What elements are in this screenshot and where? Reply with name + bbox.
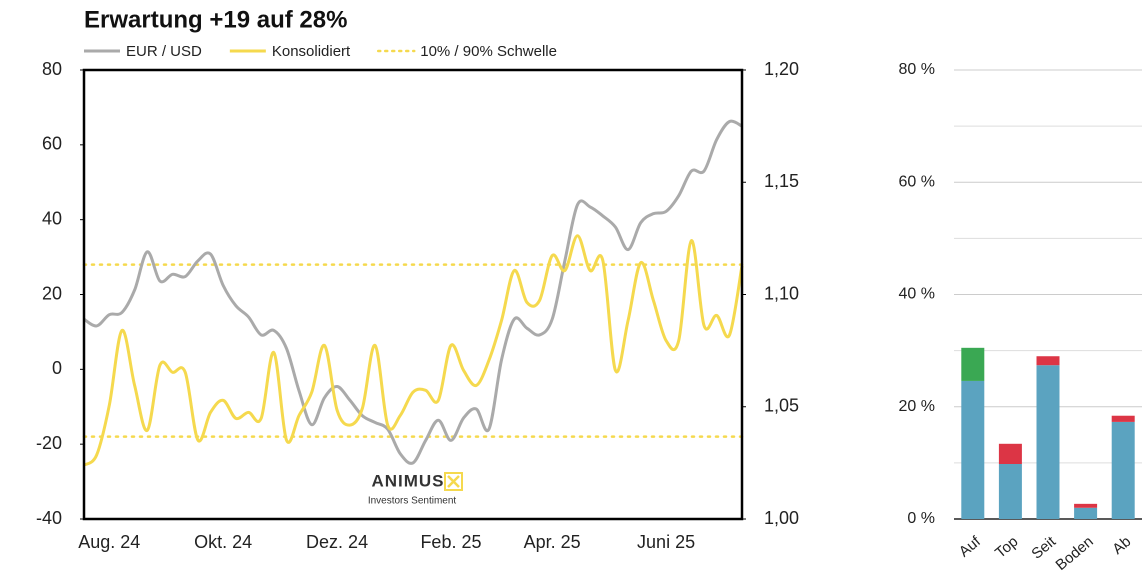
y-tick-label: -20 (36, 433, 62, 453)
bar-segment (1111, 421, 1135, 519)
x-tick-label: Feb. 25 (420, 532, 481, 552)
logo-name: ANIMUS (371, 471, 444, 490)
y-tick-label: 80 (42, 59, 62, 79)
x-tick-label: Okt. 24 (194, 532, 252, 552)
legend-label: Konsolidiert (272, 43, 351, 60)
logo-icon-x (447, 475, 460, 488)
bar-segment (961, 380, 985, 519)
bar-segment (1111, 415, 1135, 422)
x-tick-label: Apr. 25 (524, 532, 581, 552)
y-tick-label: 20 % (899, 398, 935, 415)
bar-segment (998, 463, 1022, 519)
x-tick-label: Top (992, 533, 1021, 562)
x-tick-label: Auf (956, 533, 985, 561)
chart-title: Erwartung +19 auf 28% (84, 6, 347, 33)
line-series (83, 119, 743, 465)
y-tick-label: 40 % (899, 286, 935, 303)
legend-label: EUR / USD (126, 43, 202, 60)
bar-segment (1036, 365, 1060, 519)
logo-icon (444, 472, 463, 491)
y-tick-label: 40 (42, 208, 62, 228)
bar-segment (998, 443, 1022, 464)
legend-label: 10% / 90% Schwelle (420, 43, 557, 60)
plot-frame (82, 68, 744, 521)
logo-tagline: Investors Sentiment (368, 496, 457, 507)
line-series (83, 234, 744, 467)
x-tick-label: Juni 25 (637, 532, 695, 552)
y-tick-label: -40 (36, 508, 62, 528)
y-tick-label: 20 (42, 283, 62, 303)
y-tick-label: 80 % (899, 61, 935, 78)
bar-segment (1074, 503, 1098, 508)
y-tick-label: 0 (52, 358, 62, 378)
y2-tick-label: 1,00 (764, 508, 799, 528)
y2-tick-label: 1,20 (764, 59, 799, 79)
y2-tick-label: 1,05 (764, 396, 799, 416)
x-tick-label: Ab (1109, 533, 1134, 558)
y-tick-label: 60 (42, 134, 62, 154)
x-tick-label: Dez. 24 (306, 532, 368, 552)
y2-tick-label: 1,15 (764, 171, 799, 191)
y2-tick-label: 1,10 (764, 283, 799, 303)
x-tick-label: Aug. 24 (78, 532, 140, 552)
bar-segment (1074, 507, 1098, 519)
y-tick-label: 0 % (907, 510, 935, 527)
y-tick-label: 60 % (899, 173, 935, 190)
x-tick-label: Boden (1053, 533, 1097, 574)
bar-segment (961, 347, 985, 381)
bar-segment (1036, 356, 1060, 366)
